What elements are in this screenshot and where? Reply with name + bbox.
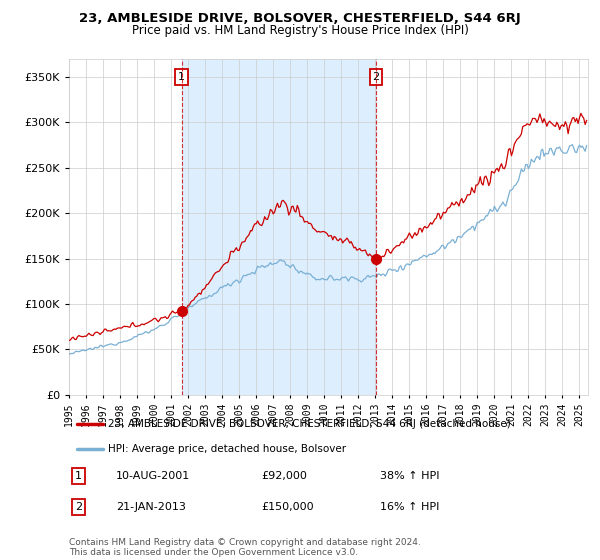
- Text: £150,000: £150,000: [261, 502, 314, 512]
- Text: HPI: Average price, detached house, Bolsover: HPI: Average price, detached house, Bols…: [108, 444, 346, 454]
- Text: 2: 2: [75, 502, 82, 512]
- Text: 16% ↑ HPI: 16% ↑ HPI: [380, 502, 440, 512]
- Text: Contains HM Land Registry data © Crown copyright and database right 2024.
This d: Contains HM Land Registry data © Crown c…: [69, 538, 421, 557]
- Text: 38% ↑ HPI: 38% ↑ HPI: [380, 471, 440, 481]
- Text: 21-JAN-2013: 21-JAN-2013: [116, 502, 185, 512]
- Text: 23, AMBLESIDE DRIVE, BOLSOVER, CHESTERFIELD, S44 6RJ: 23, AMBLESIDE DRIVE, BOLSOVER, CHESTERFI…: [79, 12, 521, 25]
- Text: 1: 1: [178, 72, 185, 82]
- Text: Price paid vs. HM Land Registry's House Price Index (HPI): Price paid vs. HM Land Registry's House …: [131, 24, 469, 37]
- Text: 2: 2: [373, 72, 380, 82]
- Bar: [182, 59, 376, 395]
- Text: £92,000: £92,000: [261, 471, 307, 481]
- Text: 10-AUG-2001: 10-AUG-2001: [116, 471, 190, 481]
- Text: 1: 1: [75, 471, 82, 481]
- Text: 23, AMBLESIDE DRIVE, BOLSOVER, CHESTERFIELD, S44 6RJ (detached house): 23, AMBLESIDE DRIVE, BOLSOVER, CHESTERFI…: [108, 419, 511, 429]
